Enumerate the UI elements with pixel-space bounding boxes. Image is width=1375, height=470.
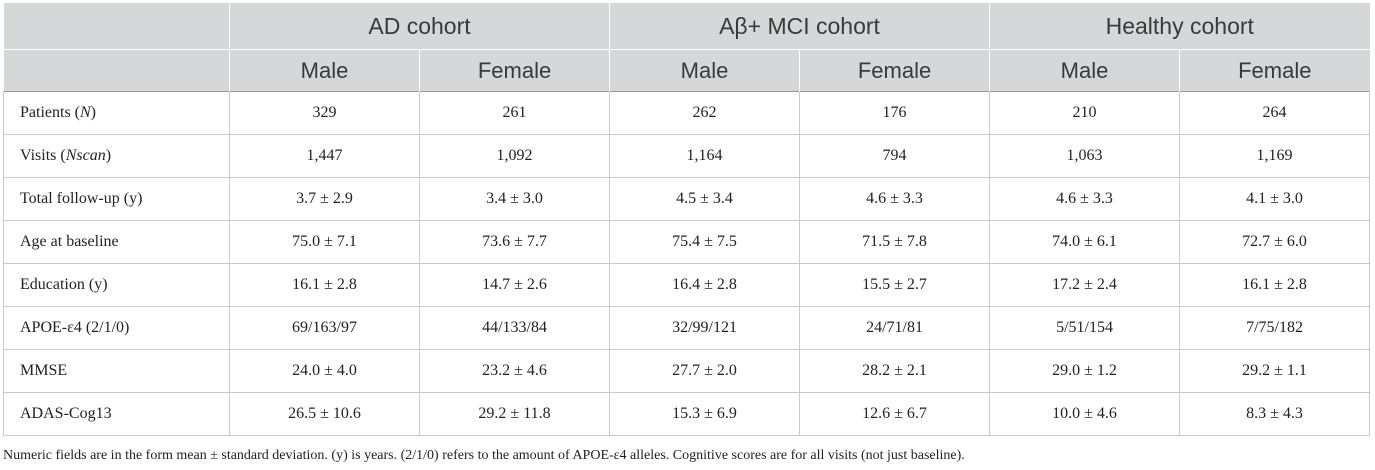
subheader-mci-male: Male: [609, 49, 800, 92]
row-label: Education (y): [3, 263, 230, 307]
group-header-healthy: Healthy cohort: [989, 3, 1370, 50]
table-cell: 10.0 ± 4.6: [989, 392, 1181, 436]
table-cell: 75.0 ± 7.1: [229, 220, 420, 264]
table-cell: 4.5 ± 3.4: [609, 177, 801, 221]
table-cell: 44/133/84: [418, 306, 611, 350]
table-cell: 3.7 ± 2.9: [229, 177, 420, 221]
table-cell: 24/71/81: [799, 306, 991, 350]
row-label: Patients (N): [3, 91, 230, 135]
header-blank: [3, 3, 230, 50]
table-cell: 261: [418, 91, 611, 135]
table-cell: 29.2 ± 1.1: [1179, 349, 1371, 393]
table-row: Patients (N) 329 261 262 176 210 264: [3, 91, 1371, 135]
table-cell: 24.0 ± 4.0: [229, 349, 420, 393]
cohort-table: AD cohort Aβ+ MCI cohort Healthy cohort …: [3, 3, 1371, 436]
table-cell: 5/51/154: [989, 306, 1181, 350]
subheader-mci-female: Female: [799, 49, 990, 92]
table-row: Visits (Nscan) 1,447 1,092 1,164 794 1,063 1,1…: [3, 134, 1371, 178]
table-row: Age at baseline 75.0 ± 7.1 73.6 ± 7.7 75.4 …: [3, 220, 1371, 264]
table-row: Total follow-up (y) 3.7 ± 2.9 3.4 ± 3.0 4.5…: [3, 177, 1371, 221]
subheader-healthy-male: Male: [989, 49, 1180, 92]
row-label: APOE-ε4 (2/1/0): [3, 306, 230, 350]
table-cell: 32/99/121: [609, 306, 801, 350]
table-cell: 27.7 ± 2.0: [609, 349, 801, 393]
table-cell: 8.3 ± 4.3: [1179, 392, 1371, 436]
table-cell: 74.0 ± 6.1: [989, 220, 1181, 264]
subheader-ad-male: Male: [229, 49, 420, 92]
row-label: Total follow-up (y): [3, 177, 230, 221]
table-cell: 15.3 ± 6.9: [609, 392, 801, 436]
table-cell: 28.2 ± 2.1: [799, 349, 991, 393]
table-cell: 16.4 ± 2.8: [609, 263, 801, 307]
table-row: MMSE 24.0 ± 4.0 23.2 ± 4.6 27.7 ± 2.0 28.2 ±…: [3, 349, 1371, 393]
table-cell: 14.7 ± 2.6: [418, 263, 611, 307]
table-cell: 12.6 ± 6.7: [799, 392, 991, 436]
table-cell: 1,447: [229, 134, 420, 178]
table-cell: 75.4 ± 7.5: [609, 220, 801, 264]
table-cell: 262: [609, 91, 801, 135]
table-cell: 23.2 ± 4.6: [418, 349, 611, 393]
table-cell: 69/163/97: [229, 306, 420, 350]
table-cell: 26.5 ± 10.6: [229, 392, 420, 436]
table-row: ADAS-Cog13 26.5 ± 10.6 29.2 ± 11.8 15.3 ± 6…: [3, 392, 1371, 436]
table-row: APOE-ε4 (2/1/0) 69/163/97 44/133/84 32/99/1…: [3, 306, 1371, 350]
table-cell: 7/75/182: [1179, 306, 1371, 350]
row-label: Visits (Nscan): [3, 134, 230, 178]
table-cell: 1,169: [1179, 134, 1371, 178]
table-cell: 4.1 ± 3.0: [1179, 177, 1371, 221]
table-body: Patients (N) 329 261 262 176 210 264 Visits (Ns…: [3, 91, 1371, 436]
table-cell: 29.2 ± 11.8: [418, 392, 611, 436]
table-cell: 794: [799, 134, 991, 178]
group-header-mci: Aβ+ MCI cohort: [609, 3, 990, 50]
table-cell: 4.6 ± 3.3: [799, 177, 991, 221]
table-row: Education (y) 16.1 ± 2.8 14.7 ± 2.6 16.4 ± …: [3, 263, 1371, 307]
row-label: ADAS-Cog13: [3, 392, 230, 436]
table-footnote: Numeric fields are in the form mean ± st…: [3, 448, 965, 463]
row-label: Age at baseline: [3, 220, 230, 264]
subheader-healthy-female: Female: [1179, 49, 1370, 92]
table-cell: 16.1 ± 2.8: [229, 263, 420, 307]
subheader-blank: [3, 49, 230, 92]
table-cell: 29.0 ± 1.2: [989, 349, 1181, 393]
table-cell: 1,063: [989, 134, 1181, 178]
subheader-ad-female: Female: [418, 49, 610, 92]
table-cell: 73.6 ± 7.7: [418, 220, 611, 264]
table-cell: 176: [799, 91, 991, 135]
group-header-ad: AD cohort: [228, 3, 610, 50]
table-cell: 210: [989, 91, 1181, 135]
table-cell: 264: [1179, 91, 1371, 135]
table-cell: 4.6 ± 3.3: [989, 177, 1181, 221]
table-cell: 17.2 ± 2.4: [989, 263, 1181, 307]
row-label: MMSE: [3, 349, 230, 393]
table-cell: 71.5 ± 7.8: [799, 220, 991, 264]
table-cell: 72.7 ± 6.0: [1179, 220, 1371, 264]
table-cell: 1,164: [609, 134, 801, 178]
table-cell: 15.5 ± 2.7: [799, 263, 991, 307]
table-cell: 3.4 ± 3.0: [418, 177, 611, 221]
table-cell: 1,092: [418, 134, 611, 178]
table-cell: 16.1 ± 2.8: [1179, 263, 1371, 307]
table-cell: 329: [229, 91, 420, 135]
